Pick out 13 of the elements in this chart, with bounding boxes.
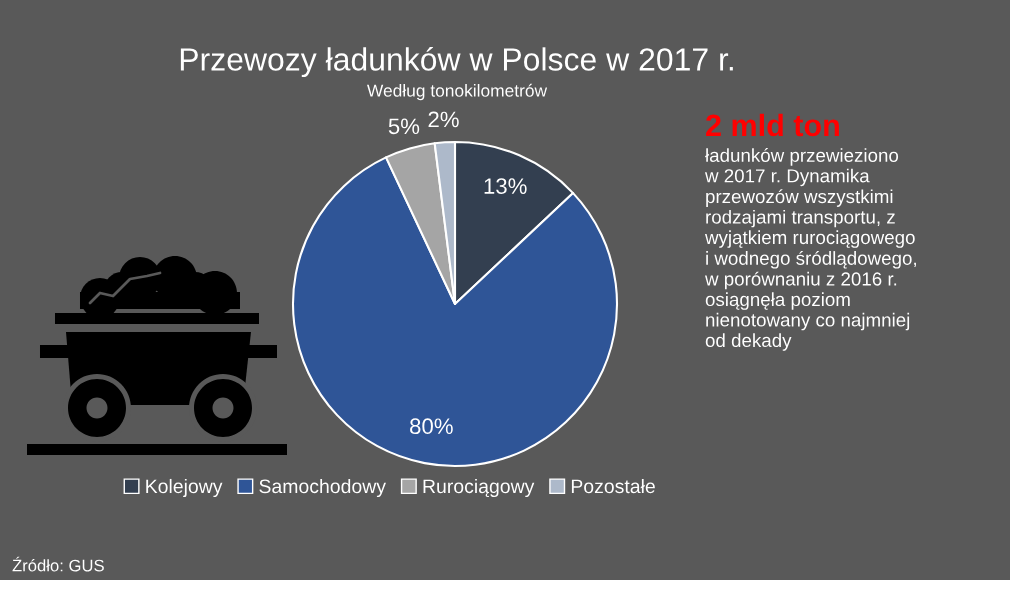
data-label: 2% (428, 111, 459, 128)
chart-title: Przewozy ładunków w Polsce w 2017 r. (180, 46, 733, 78)
legend-label: Pozostałe (571, 478, 655, 494)
data-label: 5% (388, 118, 420, 135)
data-label: 13% (484, 178, 527, 194)
legend-label: Samochodowy (259, 478, 386, 498)
data-label: 80% (410, 418, 453, 435)
legend-label: Kolejowy (146, 478, 223, 498)
text: Źródło: GUS (12, 556, 104, 572)
legend-label: Rurociągowy (423, 478, 535, 498)
chart-subtitle: Według tonokilometrów (367, 83, 548, 101)
text: 2 mld ton (706, 113, 839, 137)
text: ładunków przewieziono w 2017 r. Dynamika przewozów wszystkimi rodzajami transportu, z wyjątkiem rurociągowego i wodnego śródlądowego, w porównaniu z 2016 r. osiągnęła poziom nienotowany co najmniej od dekady (704, 148, 916, 351)
